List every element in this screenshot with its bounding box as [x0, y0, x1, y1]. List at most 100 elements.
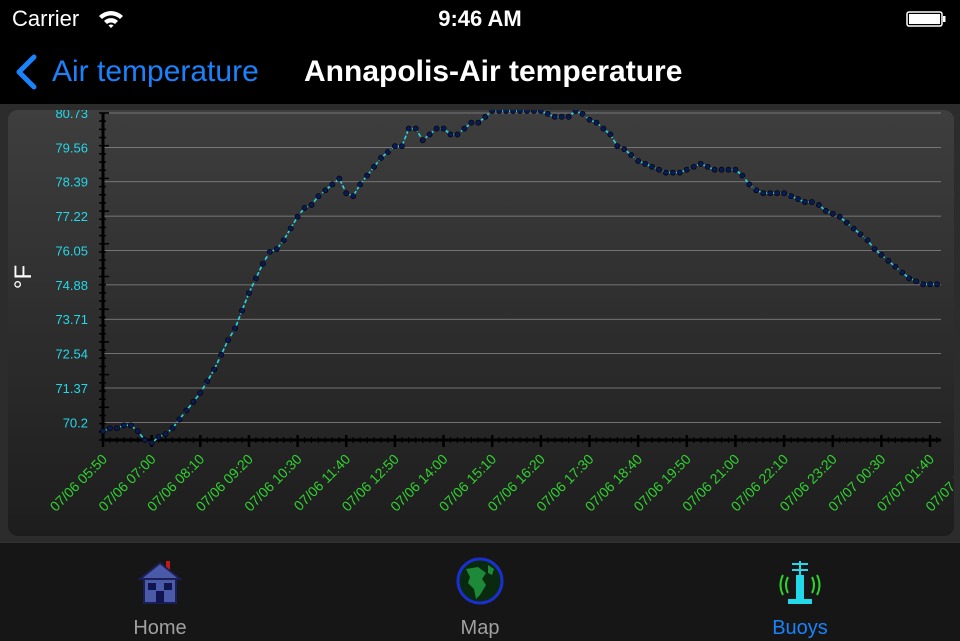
y-tick-label: 78.39	[55, 175, 88, 190]
data-point	[475, 119, 482, 126]
buoy-icon	[779, 561, 821, 604]
data-point	[440, 125, 447, 132]
y-tick-label: 71.37	[55, 381, 88, 396]
data-point	[781, 190, 787, 197]
data-point	[822, 207, 829, 214]
carrier-label: Carrier	[12, 6, 80, 31]
y-tick-label: 76.05	[55, 243, 88, 258]
status-bar: Carrier 9:46 AM	[0, 0, 960, 40]
data-point	[767, 190, 774, 197]
back-button-label: Air temperature	[52, 55, 259, 88]
data-point	[169, 425, 176, 432]
tab-buoys[interactable]: Buoys	[700, 543, 900, 641]
data-point	[246, 290, 252, 296]
data-point	[788, 193, 794, 200]
data-point	[134, 428, 141, 435]
back-button[interactable]: Air temperature	[14, 50, 259, 94]
data-point	[426, 131, 433, 138]
data-point	[607, 131, 614, 138]
data-point	[600, 125, 607, 132]
data-point	[572, 110, 579, 114]
tab-map[interactable]: Map	[380, 543, 580, 641]
y-tick-label: 70.2	[63, 415, 88, 430]
globe-icon	[456, 557, 504, 605]
data-point	[107, 425, 113, 432]
data-point	[725, 166, 732, 173]
data-point	[878, 252, 885, 258]
data-point	[447, 131, 454, 138]
tab-home-label: Home	[133, 617, 187, 639]
data-point	[385, 149, 391, 155]
data-point	[836, 213, 843, 220]
data-point	[371, 163, 377, 170]
data-point	[378, 155, 384, 161]
data-point	[496, 110, 503, 114]
data-point	[663, 169, 669, 176]
data-point	[162, 431, 169, 438]
data-point	[760, 190, 767, 197]
navigation-bar: Air temperature Annapolis-Air temperatur…	[0, 40, 960, 104]
data-point	[815, 202, 822, 208]
data-point	[343, 190, 350, 197]
data-point	[405, 125, 412, 132]
data-point	[558, 113, 565, 120]
battery-icon	[906, 11, 946, 27]
y-axis-label: °F	[10, 265, 37, 289]
data-point	[148, 440, 155, 446]
clock: 9:46 AM	[438, 6, 522, 31]
data-point	[565, 113, 572, 120]
data-point	[711, 166, 718, 173]
data-point	[899, 269, 906, 276]
data-point	[809, 199, 815, 205]
data-point	[732, 166, 739, 173]
data-point	[864, 237, 871, 244]
data-point	[934, 281, 940, 288]
data-point	[503, 110, 509, 114]
data-point	[350, 193, 357, 200]
data-point	[287, 225, 294, 232]
y-tick-label: 72.54	[55, 347, 88, 362]
house-icon	[137, 561, 183, 604]
data-point	[183, 407, 190, 414]
data-point	[718, 166, 725, 173]
data-point	[593, 119, 600, 126]
data-point	[843, 219, 850, 226]
data-point	[218, 351, 225, 358]
data-point	[885, 257, 892, 264]
data-point	[746, 181, 753, 188]
data-point	[683, 166, 690, 173]
data-point	[670, 169, 676, 176]
data-point	[232, 325, 238, 332]
data-point	[857, 231, 864, 238]
data-point	[252, 275, 259, 282]
data-point	[322, 187, 329, 194]
data-point	[301, 204, 308, 211]
data-point	[294, 213, 301, 220]
data-point	[774, 190, 781, 197]
data-point	[239, 307, 245, 314]
data-point	[266, 249, 273, 255]
wifi-icon	[99, 11, 123, 28]
data-point	[795, 196, 801, 202]
data-point	[927, 281, 933, 288]
chevron-left-icon	[16, 54, 37, 90]
data-point	[398, 143, 405, 150]
data-point	[829, 210, 836, 217]
data-point	[315, 193, 322, 200]
data-point	[114, 425, 120, 432]
data-point	[468, 119, 475, 126]
data-point	[100, 428, 106, 435]
data-point	[642, 160, 648, 167]
data-point	[357, 181, 364, 188]
temperature-line-chart[interactable]: 70.2 71.37 72.54 73.71 74.88 76.05 77.22 78.39 7…	[8, 110, 954, 536]
data-point	[517, 110, 523, 114]
data-point	[704, 163, 711, 170]
data-point	[913, 278, 920, 285]
data-point	[920, 281, 926, 288]
tab-buoys-label: Buoys	[772, 617, 828, 639]
data-point	[802, 199, 808, 205]
tab-home[interactable]: Home	[60, 543, 260, 641]
data-point	[614, 143, 621, 150]
data-point	[753, 187, 760, 194]
data-point	[656, 166, 662, 173]
